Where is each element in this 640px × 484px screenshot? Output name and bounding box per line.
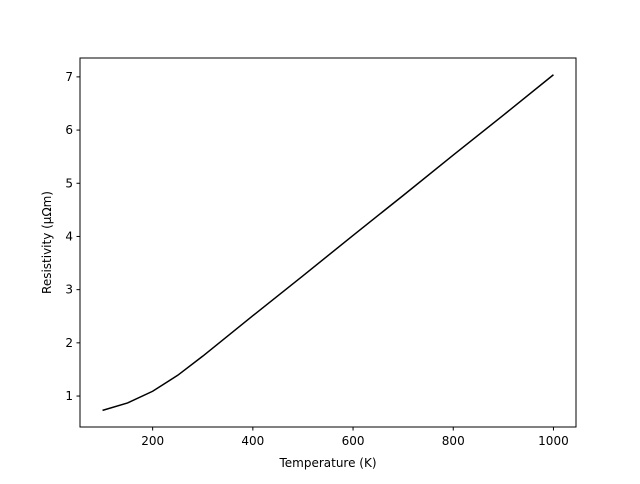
x-tick-label: 200 [141, 434, 164, 448]
x-axis-label: Temperature (K) [278, 456, 376, 470]
y-axis-label: Resistivity (μΩm) [40, 191, 54, 294]
x-tick-label: 400 [241, 434, 264, 448]
y-tick-label: 4 [65, 229, 73, 243]
y-tick-label: 6 [65, 123, 73, 137]
x-tick-label: 600 [342, 434, 365, 448]
y-tick-label: 2 [65, 336, 73, 350]
y-tick-label: 3 [65, 283, 73, 297]
plot-frame [79, 57, 577, 428]
y-tick-label: 7 [65, 70, 73, 84]
x-tick-label: 1000 [538, 434, 569, 448]
data-line [102, 74, 554, 412]
y-tick-label: 5 [65, 176, 73, 190]
x-tick-label: 800 [442, 434, 465, 448]
y-tick-label: 1 [65, 389, 73, 403]
